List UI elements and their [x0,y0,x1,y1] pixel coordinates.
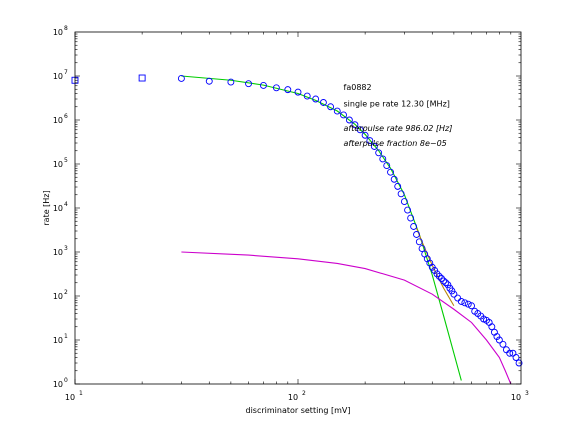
data-point [351,121,359,129]
data-point-square [138,74,146,82]
data-point [379,155,387,163]
x-tick-exponent: 1 [79,390,83,397]
data-point [245,80,252,88]
annotations: fa0882 single pe rate 12.30 [MHz] afterp… [344,83,453,148]
data-point [444,281,452,289]
data-point [294,88,302,96]
x-tick-label: 10 [65,393,75,402]
data-point [438,275,445,282]
data-markers [71,74,523,367]
data-point [387,168,394,176]
data-point [227,78,235,86]
data-point [506,349,514,357]
y-tick-exponent: 4 [64,201,68,208]
plot-area [75,32,521,384]
data-point [272,84,280,92]
y-tick-exponent: 3 [64,245,68,252]
y-tick-exponent: 2 [64,289,68,296]
annotation-single-pe-rate: single pe rate 12.30 [MHz] [344,99,450,108]
y-tick-exponent: 5 [64,157,68,164]
y-tick-label: 10 [53,160,63,169]
data-point [493,333,501,340]
data-point [435,272,443,280]
data-point [284,86,292,94]
x-axis-label: discriminator setting [mV] [245,406,350,415]
data-point [327,103,335,111]
data-point [495,336,503,344]
annotation-run-id: fa0882 [344,83,372,92]
data-point [260,81,267,89]
x-tick-exponent: 3 [525,390,529,397]
y-tick-exponent: 7 [64,69,68,76]
data-point [415,238,423,246]
data-point [464,300,472,308]
data-point [404,206,412,214]
data-point [394,182,402,190]
data-point [205,77,213,85]
data-point [442,279,450,287]
data-point [488,323,496,331]
y-tick-label: 10 [53,72,63,81]
data-point [345,116,353,124]
data-point [499,340,507,348]
y-tick-exponent: 6 [64,113,68,120]
y-tick-exponent: 0 [64,377,68,384]
data-point [450,290,458,298]
axis-ticks [74,32,521,385]
data-point [333,107,341,115]
tick-labels: 10 1 10 2 10 310 010 110 210 310 410 510 610 710 8 [53,25,529,402]
y-tick-label: 10 [53,28,63,37]
data-point [413,231,420,238]
data-point [370,143,378,150]
x-tick-label: 10 [288,393,298,402]
data-point [407,214,415,222]
data-point [303,92,311,100]
annotation-afterpulse-rate: afterpulse rate 986.02 [Hz] [344,124,453,133]
y-tick-label: 10 [53,204,63,213]
y-tick-label: 10 [53,116,63,125]
data-point [312,95,320,103]
y-tick-label: 10 [53,336,63,345]
data-point [461,299,469,307]
data-point [418,245,426,252]
annotation-afterpulse-fraction: afterpulse fraction 8e−05 [344,139,447,148]
data-point [319,99,327,106]
x-tick-label: 10 [511,393,521,402]
y-axis-label: rate [Hz] [42,190,51,225]
y-tick-exponent: 8 [64,25,68,32]
data-point [375,149,383,157]
data-point [400,198,408,206]
data-point [440,277,448,285]
data-point [410,223,418,230]
data-point [457,298,465,305]
data-point [390,175,398,183]
data-point [356,126,364,134]
data-point [397,190,405,198]
data-point [366,137,374,145]
data-point [454,294,462,302]
y-tick-exponent: 1 [64,333,68,340]
data-point [468,302,475,310]
data-point [361,131,369,139]
data-point [383,162,391,170]
afterpulse-fit-curve [181,251,512,385]
x-tick-exponent: 2 [302,390,306,397]
y-tick-label: 10 [53,248,63,257]
y-tick-label: 10 [53,292,63,301]
data-point [177,74,185,82]
data-point [340,111,347,119]
data-point [515,359,523,367]
y-tick-label: 10 [53,380,63,389]
